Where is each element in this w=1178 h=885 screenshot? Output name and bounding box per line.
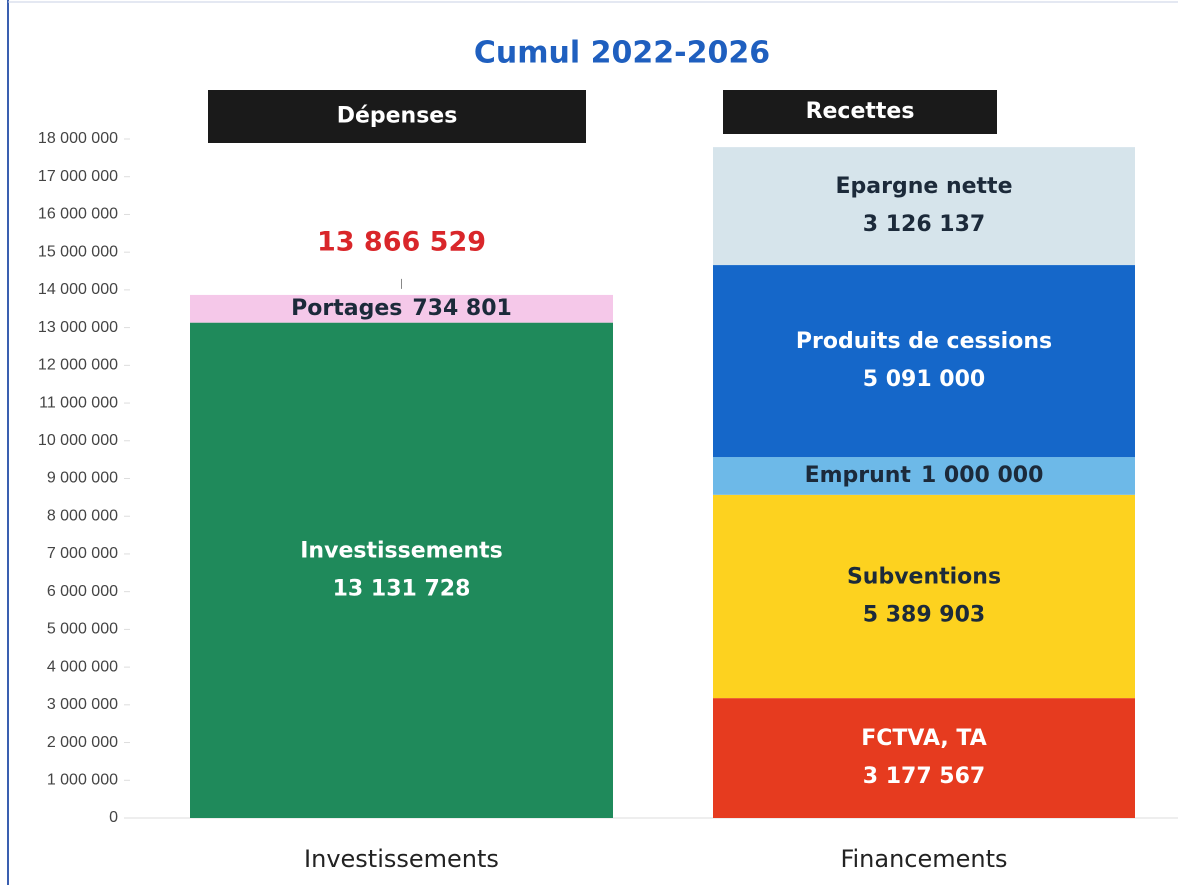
segment-value: 13 131 728	[333, 576, 471, 601]
segment-name: Portages	[291, 296, 402, 321]
header-box	[723, 90, 997, 134]
chart-title: Cumul 2022-2026	[474, 36, 770, 71]
bar-segment	[713, 147, 1135, 266]
y-tick-label: 16 000 000	[38, 206, 118, 223]
y-tick-label: 1 000 000	[47, 771, 118, 788]
x-tick-label: Financements	[840, 845, 1007, 873]
y-tick-label: 0	[109, 809, 118, 826]
segment-value: 3 126 137	[863, 212, 985, 237]
y-tick-label: 5 000 000	[47, 621, 118, 638]
segment-name: Epargne nette	[836, 174, 1013, 199]
y-tick-label: 2 000 000	[47, 734, 118, 751]
y-tick-label: 17 000 000	[38, 168, 118, 185]
segment-name: Produits de cessions	[796, 329, 1052, 354]
bar-segment	[713, 698, 1135, 818]
segment-value: 5 389 903	[863, 602, 985, 627]
y-tick-label: 15 000 000	[38, 243, 118, 260]
segment-value: 5 091 000	[863, 367, 985, 392]
y-tick-label: 8 000 000	[47, 507, 118, 524]
y-tick-label: 14 000 000	[38, 281, 118, 298]
bar-segment	[713, 494, 1135, 699]
header-label: Dépenses	[337, 104, 458, 129]
y-tick-label: 7 000 000	[47, 545, 118, 562]
segment-label: Emprunt 1 000 000	[805, 463, 1044, 488]
y-tick-label: 13 000 000	[38, 319, 118, 336]
segment-value: 734 801	[412, 296, 512, 321]
header-box	[208, 90, 586, 143]
bar-segment	[190, 322, 613, 818]
segment-value: 1 000 000	[921, 463, 1043, 488]
y-tick-label: 4 000 000	[47, 658, 118, 675]
bar-segment	[713, 457, 1135, 495]
y-tick-label: 3 000 000	[47, 696, 118, 713]
total-label: 13 866 529	[317, 226, 486, 257]
segment-value: 3 177 567	[863, 764, 985, 789]
y-tick-label: 9 000 000	[47, 470, 118, 487]
y-tick-label: 18 000 000	[38, 130, 118, 147]
bar-segment	[713, 265, 1135, 458]
header-label: Recettes	[806, 99, 915, 124]
y-tick-label: 6 000 000	[47, 583, 118, 600]
segment-name: FCTVA, TA	[861, 726, 987, 751]
bar-segment	[190, 294, 613, 323]
segment-name: Emprunt	[805, 463, 912, 488]
y-tick-label: 11 000 000	[39, 394, 118, 411]
segment-name: Subventions	[847, 564, 1001, 589]
x-tick-label: Investissements	[304, 845, 499, 873]
segment-name: Investissements	[300, 538, 503, 563]
segment-label: Portages 734 801	[291, 296, 512, 321]
y-tick-label: 12 000 000	[38, 357, 118, 374]
y-tick-label: 10 000 000	[38, 432, 118, 449]
